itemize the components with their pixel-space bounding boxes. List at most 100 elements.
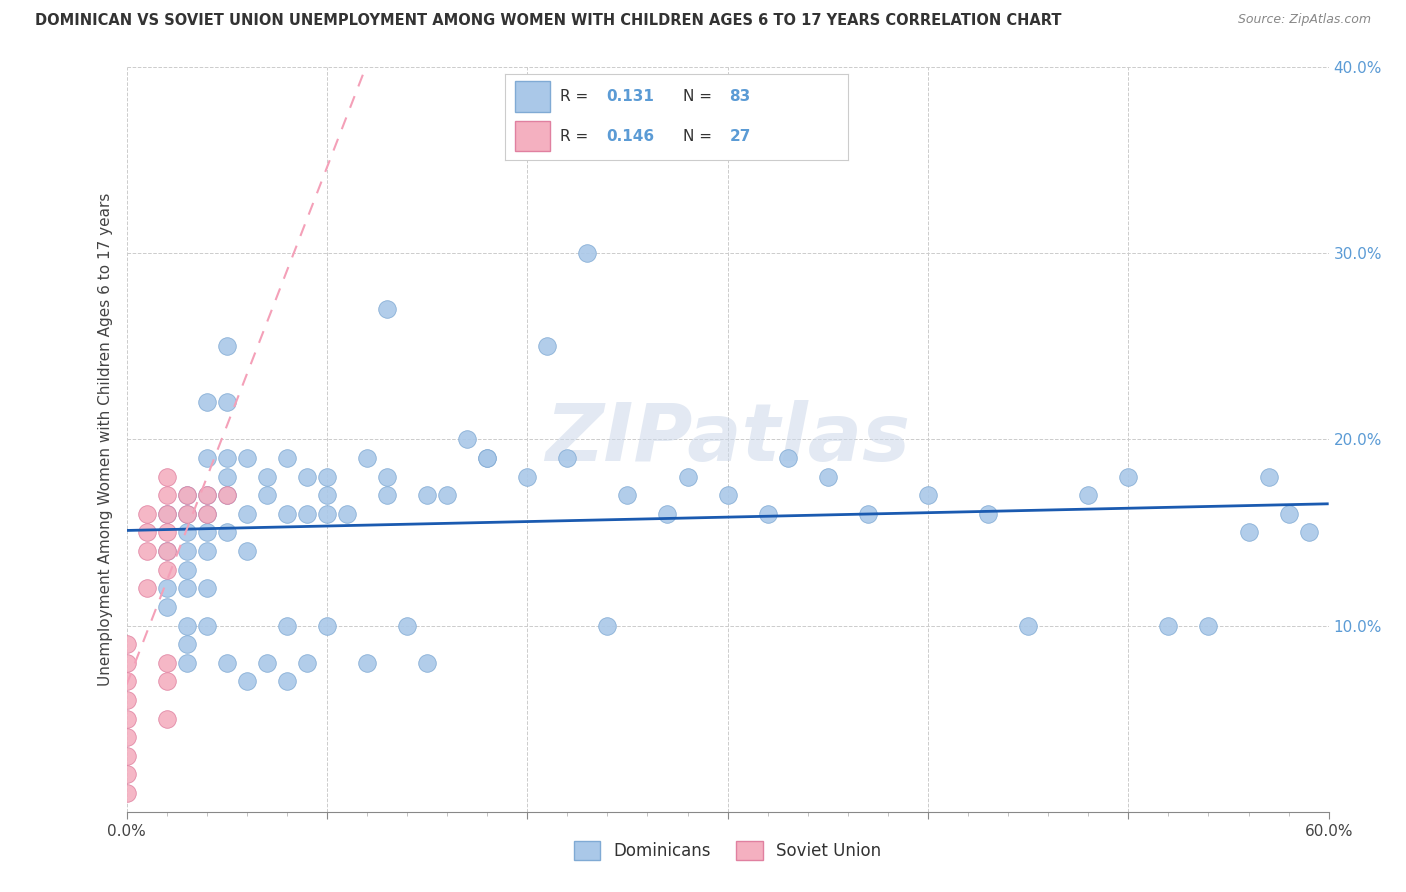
Point (115, 674, 138, 689)
Point (215, 450, 238, 465)
Point (235, 450, 259, 465)
Point (155, 582, 177, 596)
Point (155, 712, 177, 726)
Point (176, 544, 198, 558)
Point (276, 450, 298, 465)
Point (396, 618, 419, 632)
Point (596, 618, 619, 632)
Point (1277, 507, 1299, 521)
Point (155, 674, 177, 689)
Point (155, 599, 177, 614)
Point (1198, 618, 1220, 632)
Point (215, 395, 238, 409)
Point (195, 507, 218, 521)
Point (115, 730, 138, 744)
Point (276, 507, 298, 521)
Point (155, 525, 177, 540)
Point (115, 712, 138, 726)
Point (336, 507, 359, 521)
Point (436, 488, 458, 502)
Point (657, 507, 679, 521)
Point (475, 450, 498, 465)
Point (917, 488, 939, 502)
Text: Source: ZipAtlas.com: Source: ZipAtlas.com (1237, 13, 1371, 27)
Point (135, 544, 157, 558)
Point (1157, 618, 1180, 632)
Point (115, 656, 138, 670)
Point (115, 767, 138, 781)
Point (276, 674, 298, 689)
Point (375, 301, 398, 316)
Point (356, 450, 378, 465)
Point (256, 488, 278, 502)
Point (176, 507, 198, 521)
Point (195, 450, 218, 465)
Point (315, 469, 337, 483)
Point (195, 544, 218, 558)
Point (215, 656, 238, 670)
Point (416, 488, 439, 502)
Point (256, 656, 278, 670)
Point (1118, 469, 1140, 483)
Legend: Dominicans, Soviet Union: Dominicans, Soviet Union (567, 834, 889, 867)
Point (195, 618, 218, 632)
Point (195, 525, 218, 540)
Point (295, 507, 318, 521)
Point (195, 582, 218, 596)
Point (155, 507, 177, 521)
Point (155, 544, 177, 558)
Point (1298, 525, 1320, 540)
Point (135, 582, 157, 596)
Point (756, 507, 779, 521)
Point (176, 488, 198, 502)
Point (716, 488, 740, 502)
Point (176, 637, 198, 651)
Point (215, 488, 238, 502)
Point (195, 395, 218, 409)
Point (817, 469, 839, 483)
Point (235, 507, 259, 521)
Point (1257, 469, 1279, 483)
Point (155, 488, 177, 502)
Point (115, 748, 138, 763)
Point (456, 433, 478, 447)
Point (356, 656, 378, 670)
Point (155, 507, 177, 521)
Point (375, 488, 398, 502)
Point (315, 488, 337, 502)
Point (215, 469, 238, 483)
Point (215, 525, 238, 540)
Point (977, 507, 1000, 521)
Point (1237, 525, 1260, 540)
Point (176, 656, 198, 670)
Point (475, 450, 498, 465)
Point (176, 507, 198, 521)
Point (135, 525, 157, 540)
Point (416, 656, 439, 670)
Point (276, 618, 298, 632)
Point (195, 488, 218, 502)
Text: DOMINICAN VS SOVIET UNION UNEMPLOYMENT AMONG WOMEN WITH CHILDREN AGES 6 TO 17 YE: DOMINICAN VS SOVIET UNION UNEMPLOYMENT A… (35, 13, 1062, 29)
Point (195, 507, 218, 521)
Point (176, 525, 198, 540)
Point (215, 339, 238, 353)
Point (155, 544, 177, 558)
Point (176, 618, 198, 632)
Point (616, 488, 638, 502)
Point (516, 469, 538, 483)
Point (557, 450, 579, 465)
Point (1017, 618, 1039, 632)
Point (776, 450, 799, 465)
Point (295, 469, 318, 483)
Point (676, 469, 699, 483)
Point (315, 618, 337, 632)
Point (155, 469, 177, 483)
Point (856, 507, 879, 521)
Point (235, 544, 259, 558)
Point (155, 563, 177, 577)
Point (375, 469, 398, 483)
Point (176, 582, 198, 596)
Point (115, 786, 138, 800)
Text: ZIPatlas: ZIPatlas (546, 401, 910, 478)
Y-axis label: Unemployment Among Women with Children Ages 6 to 17 years: Unemployment Among Women with Children A… (98, 193, 114, 686)
